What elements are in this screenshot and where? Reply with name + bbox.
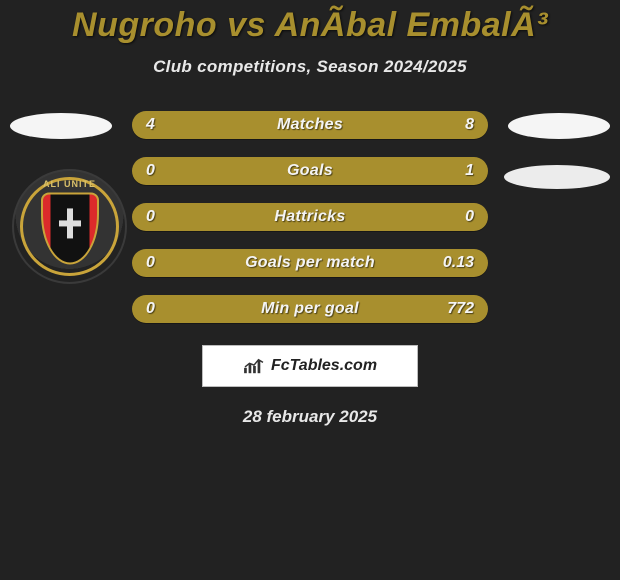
- snapshot-date: 28 february 2025: [0, 407, 620, 427]
- stat-right-value: 1: [465, 157, 474, 185]
- stat-right-value: 772: [447, 295, 474, 323]
- player1-club-badge: ALI UNITE: [12, 169, 127, 284]
- club-badge-shield-icon: [41, 192, 99, 264]
- stat-row-goals: 0 Goals 1: [132, 157, 488, 185]
- stat-row-matches: 4 Matches 8: [132, 111, 488, 139]
- stat-row-min-per-goal: 0 Min per goal 772: [132, 295, 488, 323]
- club-badge-text: ALI UNITE: [12, 179, 127, 189]
- brand-link[interactable]: FcTables.com: [202, 345, 418, 387]
- stat-label: Goals per match: [132, 249, 488, 277]
- player2-club-flag: [504, 165, 610, 189]
- comparison-body: ALI UNITE 4 Matches 8 0 Goals 1 0 Hattri…: [0, 111, 620, 341]
- stat-label: Goals: [132, 157, 488, 185]
- comparison-card: Nugroho vs AnÃ­bal EmbalÃ³ Club competit…: [0, 0, 620, 427]
- stat-right-value: 0: [465, 203, 474, 231]
- stat-row-hattricks: 0 Hattricks 0: [132, 203, 488, 231]
- player1-flag: [10, 113, 112, 139]
- stat-right-value: 8: [465, 111, 474, 139]
- stat-row-goals-per-match: 0 Goals per match 0.13: [132, 249, 488, 277]
- brand-text: FcTables.com: [271, 357, 377, 375]
- stat-label: Matches: [132, 111, 488, 139]
- stat-bars: 4 Matches 8 0 Goals 1 0 Hattricks 0 0 Go…: [132, 111, 488, 341]
- stat-label: Hattricks: [132, 203, 488, 231]
- player2-flag: [508, 113, 610, 139]
- barchart-icon: [243, 357, 265, 375]
- stat-right-value: 0.13: [443, 249, 474, 277]
- page-title: Nugroho vs AnÃ­bal EmbalÃ³: [0, 6, 620, 45]
- subtitle: Club competitions, Season 2024/2025: [0, 57, 620, 77]
- stat-label: Min per goal: [132, 295, 488, 323]
